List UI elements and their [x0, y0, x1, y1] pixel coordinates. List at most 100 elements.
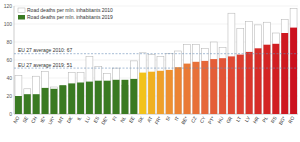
bar-2019 — [175, 67, 182, 114]
x-tick-label: UK* — [47, 116, 56, 126]
x-tick-label: BE* — [181, 116, 190, 126]
legend-swatch — [18, 8, 25, 13]
bar-2019 — [210, 59, 217, 114]
x-tick-label: IE* — [39, 116, 47, 124]
reference-label: EU 27 average 2019: 51 — [18, 62, 72, 68]
bar-2010 — [192, 45, 199, 114]
bar-2019 — [121, 80, 128, 114]
bar-2010 — [175, 51, 182, 114]
y-tick-label: 120 — [4, 3, 13, 9]
bar-2019 — [77, 83, 84, 115]
bar-2010 — [139, 53, 146, 114]
bar-2010 — [184, 45, 191, 114]
bars — [15, 9, 297, 114]
bar-2019 — [263, 45, 270, 114]
bar-2010 — [201, 48, 208, 114]
bar-2019 — [192, 62, 199, 114]
bar-2010 — [68, 73, 75, 114]
grid-line — [14, 24, 298, 25]
bar-2019 — [219, 58, 226, 114]
reference-label: EU 27 average 2010: 67 — [18, 47, 72, 53]
bar-2010 — [166, 54, 173, 114]
bar-2019 — [33, 94, 40, 114]
x-tick-label: CH — [30, 115, 38, 124]
bar-2019 — [104, 81, 111, 114]
bar-2019 — [42, 88, 49, 114]
x-tick-label: ES — [93, 116, 101, 124]
x-tick-label: BG* — [278, 116, 287, 126]
bar-2019 — [95, 81, 102, 114]
bar-2010 — [157, 56, 164, 114]
y-tick-label: 40 — [6, 75, 12, 81]
x-tick-label: RS — [270, 116, 278, 124]
bar-2019 — [281, 33, 288, 114]
bar-2019 — [184, 64, 191, 114]
bar-2010 — [130, 61, 137, 114]
bar-2019 — [50, 89, 57, 114]
reference-line — [14, 53, 298, 54]
y-tick-label: 80 — [6, 39, 12, 45]
x-tick-label: NO — [12, 115, 20, 124]
bar-2019 — [237, 55, 244, 114]
x-tick-label: MT — [57, 116, 65, 125]
x-tick-label: GR — [225, 115, 233, 124]
bar-2010 — [246, 21, 253, 114]
y-tick-label: 60 — [6, 57, 12, 63]
bar-2019 — [113, 80, 120, 114]
bar-2019 — [15, 96, 22, 114]
bar-2019 — [59, 85, 66, 114]
y-tick-label: 0 — [9, 111, 12, 117]
x-tick-label: HR — [252, 115, 260, 124]
x-tick-label: DE* — [101, 116, 110, 126]
bar-2019 — [68, 83, 75, 114]
legend-label: Road deaths per mln. inhabitants 2019 — [27, 14, 113, 20]
bar-2010 — [272, 33, 279, 114]
legend-label: Road deaths per mln. inhabitants 2010 — [27, 7, 113, 13]
bar-2010 — [33, 76, 40, 114]
bar-2010 — [113, 68, 120, 114]
bar-2019 — [166, 70, 173, 114]
y-tick-label: 20 — [6, 93, 12, 99]
bar-2010 — [24, 89, 31, 114]
bar-2019 — [290, 28, 297, 114]
bar-2010 — [59, 86, 66, 114]
bar-2019 — [148, 72, 155, 114]
bar-2010 — [219, 47, 226, 114]
x-tick-label: IT — [174, 116, 180, 122]
x-tick-label: PL — [262, 115, 269, 123]
bar-2010 — [50, 87, 57, 114]
x-tick-label: FI — [112, 116, 118, 122]
bar-2019 — [157, 71, 164, 114]
reference-line — [14, 68, 298, 69]
x-tick-label: CY — [199, 115, 207, 124]
x-tick-label: LT — [235, 116, 242, 123]
bar-2019 — [201, 61, 208, 114]
bar-2019 — [255, 48, 262, 114]
x-tick-label: PT* — [207, 116, 215, 126]
bar-2019 — [139, 73, 146, 114]
legend-swatch — [18, 15, 25, 20]
x-tick-label: FR* — [154, 116, 163, 126]
x-tick-label: HU — [217, 115, 225, 124]
bar-2010 — [148, 55, 155, 114]
y-tick-label: 100 — [4, 21, 13, 27]
x-tick-label: SK — [137, 115, 145, 124]
bar-2010 — [281, 20, 288, 115]
bar-2010 — [77, 73, 84, 114]
x-tick-label: LU — [84, 115, 92, 123]
x-tick-label: RO — [288, 115, 296, 124]
bar-2019 — [272, 44, 279, 114]
bar-2010 — [255, 25, 262, 114]
bar-2010 — [95, 66, 102, 114]
bar-2010 — [290, 9, 297, 114]
bar-2019 — [86, 82, 93, 114]
x-tick-label: IL — [76, 115, 82, 121]
chart: 0 20 40 60 80 100 120 EU 27 average 2010: 67 EU … — [0, 0, 300, 142]
x-tick-label: EE — [128, 116, 136, 124]
x-tick-label: CZ — [190, 116, 198, 124]
bar-2010 — [15, 75, 22, 114]
bar-2010 — [104, 74, 111, 115]
reference-lines — [14, 54, 298, 68]
x-tick-label: LV — [244, 115, 251, 123]
y-axis — [14, 6, 15, 114]
